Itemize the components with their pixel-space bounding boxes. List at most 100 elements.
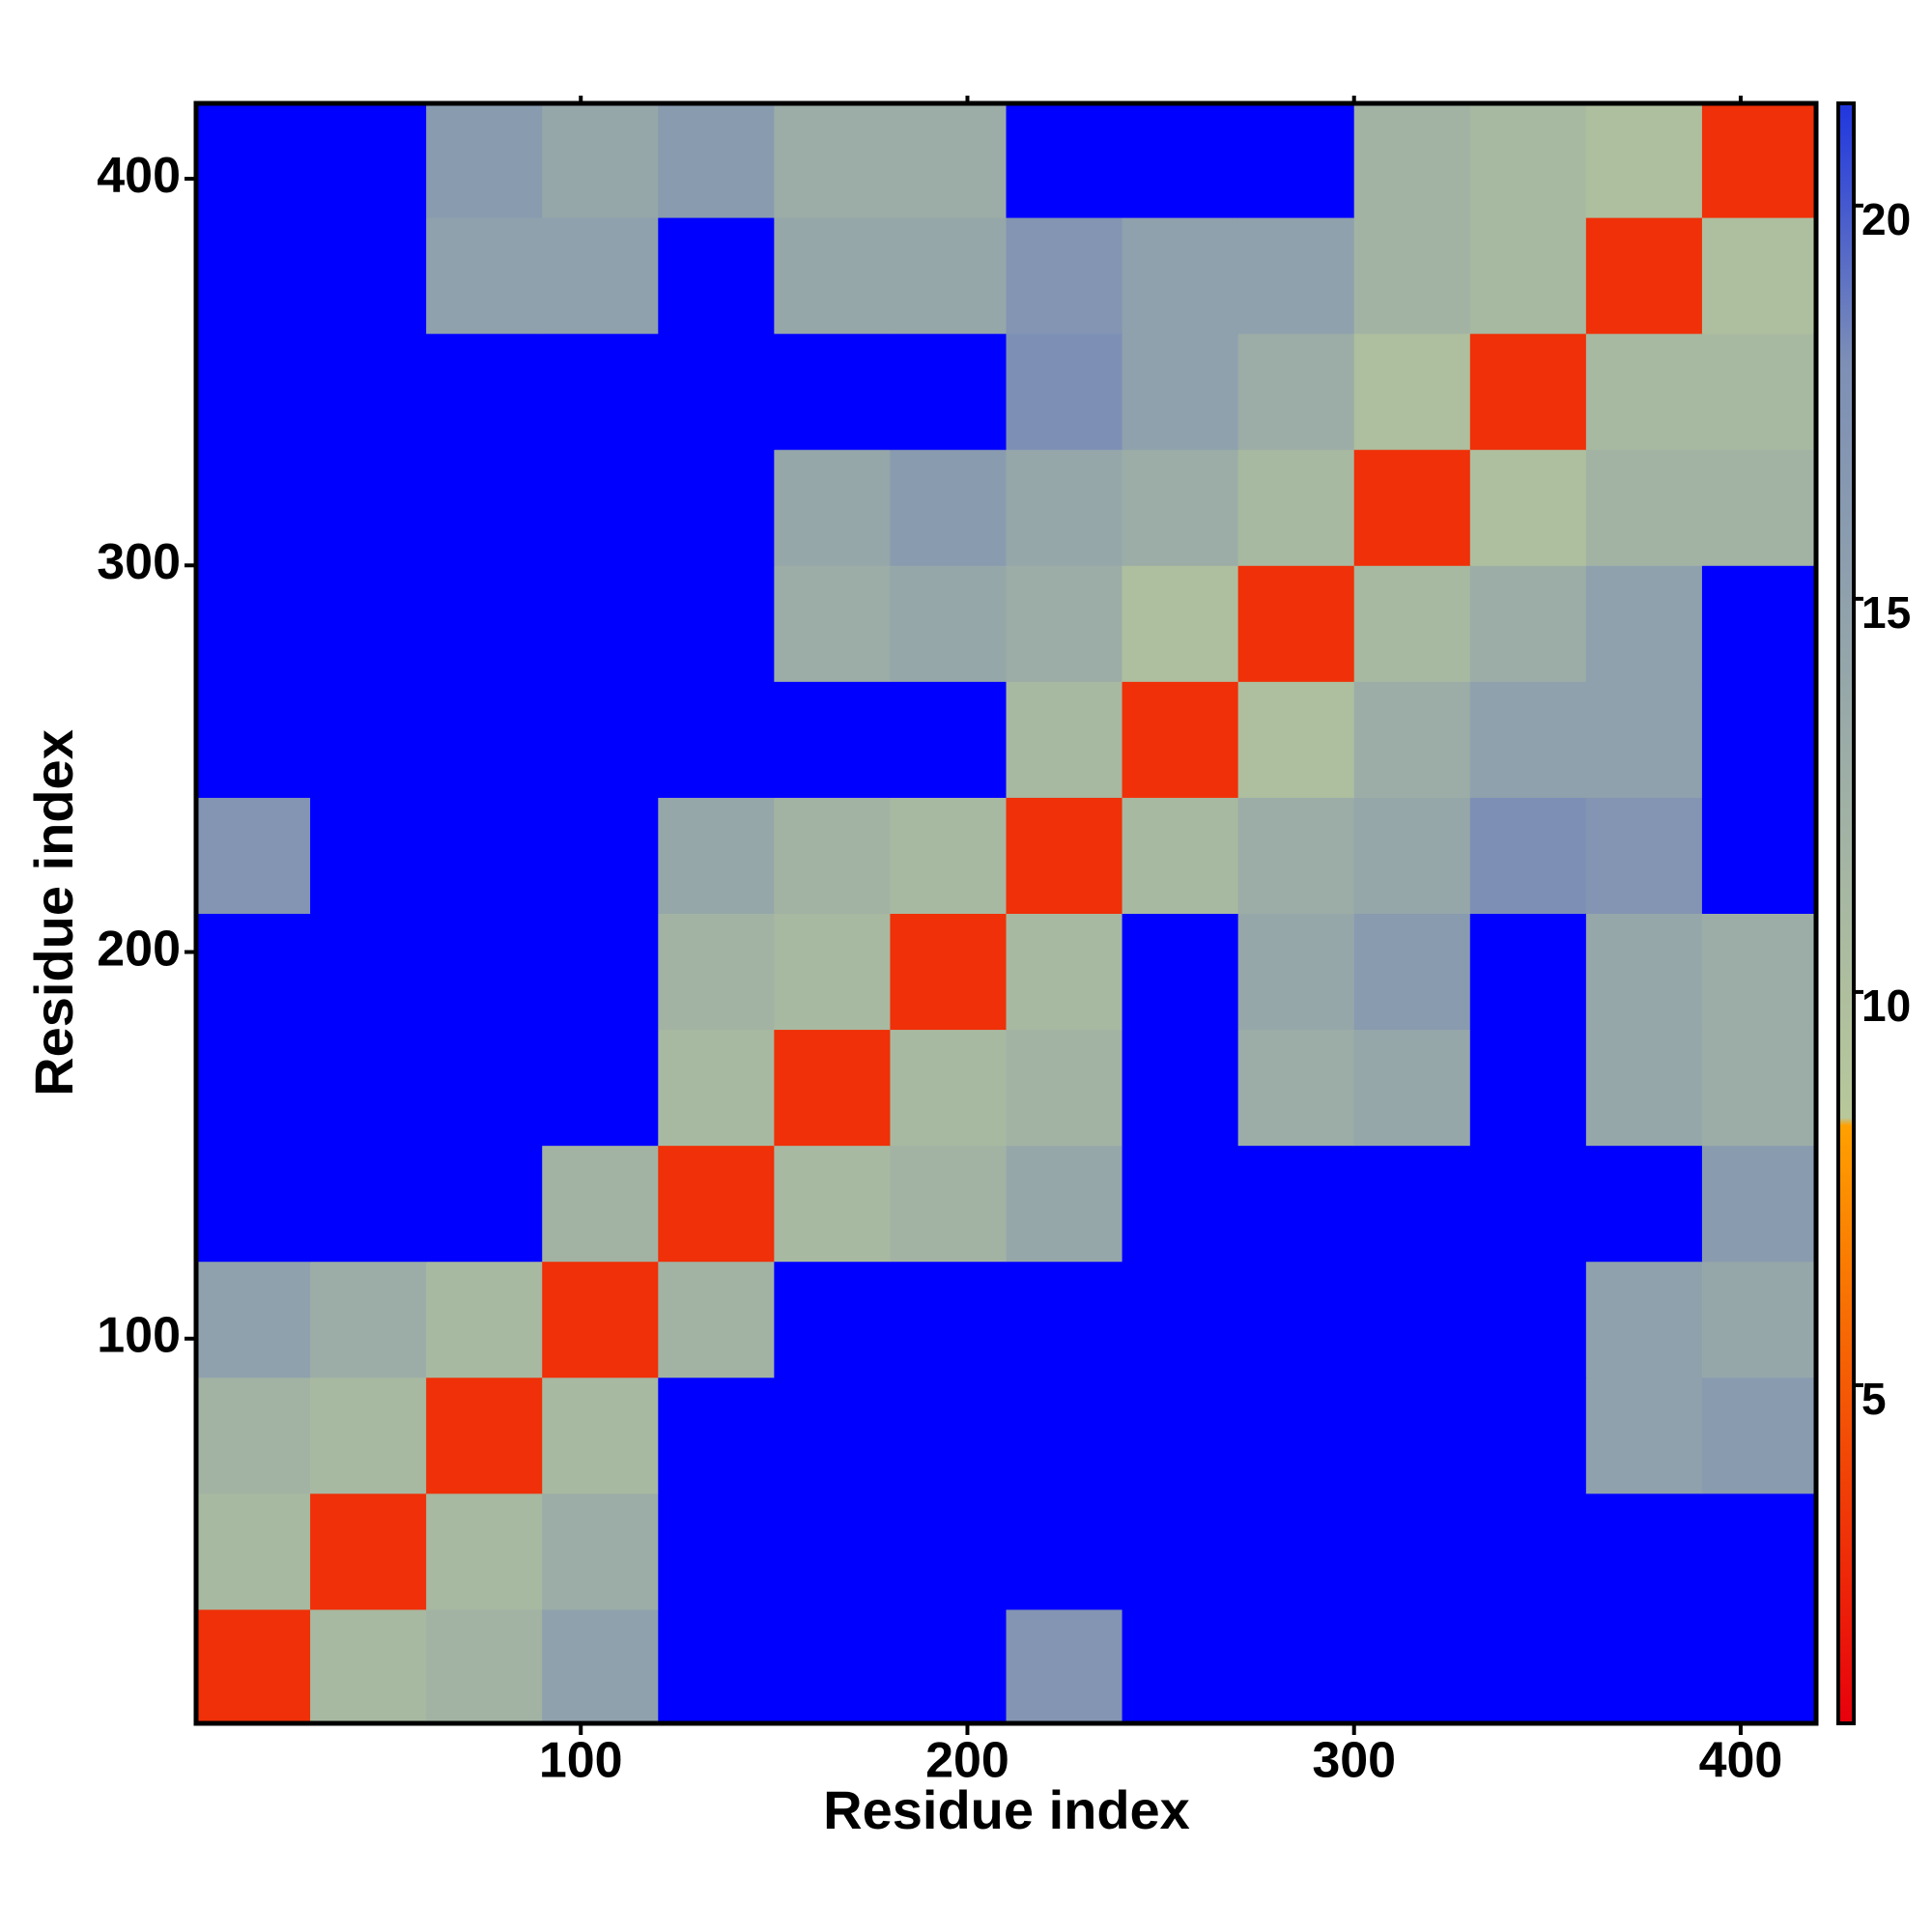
heatmap-cell [658,103,775,218]
heatmap-cell [1237,797,1355,914]
heatmap-cell [774,1377,891,1494]
heatmap-cell [310,1377,427,1494]
heatmap-cell [1353,1145,1471,1263]
heatmap-cell [1469,797,1587,914]
heatmap-cell [890,913,1007,1031]
heatmap-cell [1237,1145,1355,1263]
heatmap-cell [1469,103,1587,218]
y-axis-label: Residue index [23,729,84,1096]
y-tick-label: 100 [97,1307,181,1363]
heatmap-cell [542,1492,659,1610]
heatmap-cell [196,681,311,798]
heatmap-cell [426,913,543,1031]
heatmap-cell [774,333,891,450]
heatmap-cell [890,1261,1007,1378]
heatmap-cell [1122,565,1239,682]
heatmap-cell [310,333,427,450]
x-tick-label: 200 [925,1733,1009,1789]
heatmap-cell [1122,1377,1239,1494]
heatmap-cell [1122,217,1239,334]
heatmap-cell [1122,1029,1239,1147]
heatmap-cell [1353,103,1471,218]
heatmap-cell [1122,1608,1239,1723]
heatmap-cell [774,1492,891,1610]
heatmap-cell [1585,1608,1703,1723]
heatmap-cell [658,1377,775,1494]
heatmap-cell [774,565,891,682]
heatmap-cell [1701,565,1816,682]
heatmap-cell [1006,1377,1123,1494]
heatmap-cell [196,1377,311,1494]
heatmap-cell [1122,1492,1239,1610]
colorbar [1836,101,1856,1725]
heatmap-cell [196,797,311,914]
heatmap-cell [1122,449,1239,566]
heatmap-cell [426,1608,543,1723]
heatmap-cell [1006,449,1123,566]
heatmap-cell [1237,565,1355,682]
heatmap-cell [310,1608,427,1723]
heatmap-cell [310,217,427,334]
x-tick-label: 100 [539,1733,623,1789]
heatmap-cell [890,681,1007,798]
heatmap-cell [1237,333,1355,450]
heatmap-cell [1701,217,1816,334]
heatmap-cell [1353,913,1471,1031]
heatmap-cell [890,565,1007,682]
heatmap-cell [542,797,659,914]
heatmap-cell [426,217,543,334]
heatmap-cell [774,1261,891,1378]
heatmap-cell [1353,1492,1471,1610]
heatmap-cell [1701,1608,1816,1723]
heatmap-cell [542,103,659,218]
heatmap-cell [774,217,891,334]
heatmap-cell [196,1608,311,1723]
heatmap-cell [310,103,427,218]
heatmap-cell [426,103,543,218]
heatmap-cell [1237,913,1355,1031]
heatmap-cell [542,565,659,682]
heatmap-cell [774,1608,891,1723]
heatmap-cell [1701,1145,1816,1263]
heatmap-cell [310,913,427,1031]
heatmap-cell [1237,1608,1355,1723]
heatmap-cell [1701,333,1816,450]
heatmap-cell [542,1145,659,1263]
heatmap-cell [542,217,659,334]
heatmap-cell [774,103,891,218]
heatmap-cell [1237,449,1355,566]
heatmap-cell [1585,1029,1703,1147]
heatmap-cell [658,1029,775,1147]
heatmap-cell [1006,1608,1123,1723]
heatmap-cell [426,565,543,682]
heatmap-cell [542,333,659,450]
heatmap-cell [658,913,775,1031]
heatmap-cell [1701,1261,1816,1378]
y-tick-label: 300 [97,534,181,590]
heatmap-cell [310,1261,427,1378]
heatmap-cell [310,1145,427,1263]
heatmap-cell [196,449,311,566]
heatmap-cell [1122,681,1239,798]
heatmap-cell [542,449,659,566]
heatmap-cell [1353,217,1471,334]
heatmap-cell [890,1377,1007,1494]
heatmap-cell [196,1029,311,1147]
heatmap-cell [1353,1029,1471,1147]
heatmap-cell [658,449,775,566]
colorbar-tick-label: 5 [1861,1374,1887,1424]
heatmap-cell [1006,913,1123,1031]
heatmap-cell [542,1377,659,1494]
heatmap-cell [196,333,311,450]
x-tick-label: 400 [1699,1733,1783,1789]
heatmap-cell [1585,1261,1703,1378]
heatmap-cell [890,797,1007,914]
heatmap-cell [1353,333,1471,450]
heatmap-cell [658,1261,775,1378]
heatmap-cell [542,1029,659,1147]
y-tick-label: 200 [97,921,181,977]
heatmap-cell [1469,217,1587,334]
heatmap-cell [1006,1145,1123,1263]
heatmap-cell [1353,565,1471,682]
